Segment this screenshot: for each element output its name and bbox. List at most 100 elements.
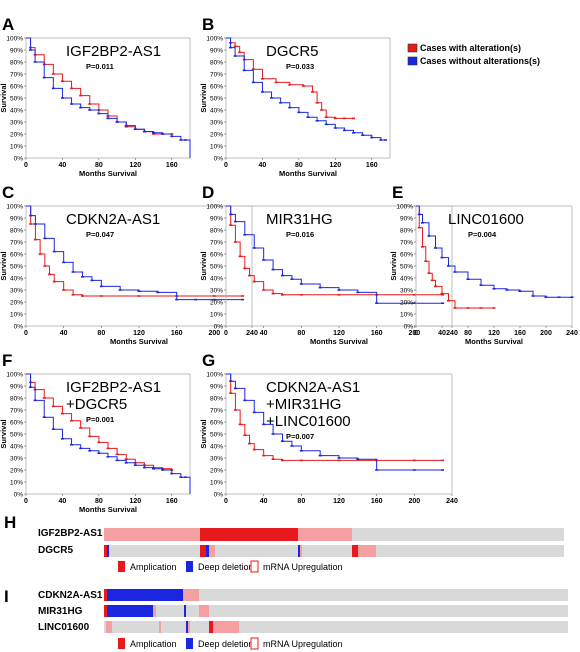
legend-amp-label: Amplication bbox=[130, 639, 177, 649]
x-tick-label: 160 bbox=[366, 162, 378, 169]
legend-label-with: Cases with alteration(s) bbox=[420, 43, 521, 53]
y-tick-label: 0% bbox=[214, 156, 224, 163]
x-tick-label: 120 bbox=[333, 330, 345, 337]
y-tick-label: 70% bbox=[10, 408, 23, 415]
y-tick-label: 100% bbox=[206, 372, 223, 379]
track-mark bbox=[159, 621, 161, 633]
track-mark bbox=[104, 545, 107, 557]
y-axis-label: Survival bbox=[389, 251, 398, 280]
y-tick-label: 90% bbox=[10, 384, 23, 391]
track-mark bbox=[184, 605, 186, 617]
gene-title: +MIR31HG bbox=[266, 396, 341, 413]
x-tick-label: 160 bbox=[171, 330, 183, 337]
series-line-without bbox=[26, 37, 191, 158]
x-axis-label: Months Survival bbox=[79, 505, 137, 514]
y-tick-label: 50% bbox=[210, 96, 223, 103]
track-mark bbox=[153, 605, 156, 617]
y-tick-label: 90% bbox=[10, 216, 23, 223]
y-axis-label: Survival bbox=[199, 419, 208, 448]
survival-legend: Cases with alteration(s) Cases without a… bbox=[407, 43, 540, 66]
y-axis-label: Survival bbox=[0, 251, 8, 280]
y-tick-label: 100% bbox=[6, 36, 23, 43]
y-tick-label: 90% bbox=[210, 384, 223, 391]
plot-frame bbox=[225, 205, 453, 327]
km-panel-e: E 0% 10% 20% 30% 40% 50% 60% 70% 80% 90% 100% 0 40 80 1… bbox=[389, 183, 578, 346]
legend-deep-swatch bbox=[186, 638, 193, 649]
panel-letter: E bbox=[392, 183, 403, 202]
x-tick-label: 0 bbox=[24, 498, 28, 505]
y-tick-label: 100% bbox=[206, 36, 223, 43]
x-tick-label: 80 bbox=[97, 330, 105, 337]
y-tick-label: 20% bbox=[210, 468, 223, 475]
legend-deep-label: Deep deletion bbox=[198, 562, 254, 572]
y-tick-label: 0% bbox=[214, 324, 224, 331]
y-tick-label: 70% bbox=[400, 240, 413, 247]
y-tick-label: 60% bbox=[210, 420, 223, 427]
x-tick-label: 160 bbox=[166, 498, 178, 505]
track-mark bbox=[209, 621, 213, 633]
y-tick-label: 0% bbox=[14, 156, 24, 163]
track-mark bbox=[107, 545, 109, 557]
x-tick-label: 40 bbox=[259, 162, 267, 169]
y-tick-label: 70% bbox=[210, 408, 223, 415]
series-line-with bbox=[226, 205, 443, 296]
y-tick-label: 20% bbox=[210, 300, 223, 307]
y-tick-label: 100% bbox=[206, 204, 223, 211]
y-tick-label: 70% bbox=[10, 72, 23, 79]
gene-title: +LINC01600 bbox=[266, 413, 351, 430]
gene-title: CDKN2A-AS1 bbox=[266, 379, 360, 396]
y-tick-label: 50% bbox=[210, 432, 223, 439]
km-panel-a: A 0% 10% 20% 30% 40% 50% 60% 70% 80% 90% 100% 0 40 80 1… bbox=[0, 15, 191, 178]
track-mark bbox=[213, 621, 239, 633]
x-tick-label: 160 bbox=[166, 162, 178, 169]
x-tick-label: 40 bbox=[59, 162, 67, 169]
x-tick-label: 40 bbox=[59, 498, 67, 505]
x-tick-label: 200 bbox=[208, 330, 220, 337]
x-axis-label: Months Survival bbox=[310, 337, 368, 346]
x-tick-label: 120 bbox=[488, 330, 500, 337]
y-tick-label: 0% bbox=[404, 324, 414, 331]
series-line-with bbox=[26, 373, 173, 470]
y-tick-label: 30% bbox=[400, 288, 413, 295]
legend-deep-label: Deep deletion bbox=[198, 639, 254, 649]
x-tick-label: 160 bbox=[371, 330, 383, 337]
track-mark bbox=[199, 605, 209, 617]
y-axis-label: Survival bbox=[0, 83, 8, 112]
y-tick-label: 40% bbox=[210, 276, 223, 283]
track-mark bbox=[186, 621, 188, 633]
track-mark bbox=[200, 545, 206, 557]
x-tick-label: 40 bbox=[438, 330, 446, 337]
y-tick-label: 20% bbox=[10, 300, 23, 307]
y-tick-label: 40% bbox=[10, 444, 23, 451]
legend-label-without: Cases without alterations(s) bbox=[420, 56, 540, 66]
y-tick-label: 10% bbox=[10, 144, 23, 151]
track-mark bbox=[209, 545, 215, 557]
track-mark bbox=[298, 545, 300, 557]
y-tick-label: 80% bbox=[10, 396, 23, 403]
track-bg-mir31hg bbox=[104, 605, 568, 617]
p-value: P=0.007 bbox=[286, 432, 314, 441]
km-panel-f: F 0% 10% 20% 30% 40% 50% 60% 70% 80% 90% 100% 0 40 80 1… bbox=[0, 351, 191, 514]
gene-title: +DGCR5 bbox=[66, 396, 127, 413]
track-label-dgcr5: DGCR5 bbox=[38, 545, 73, 556]
y-tick-label: 20% bbox=[400, 300, 413, 307]
x-tick-label: 120 bbox=[329, 162, 341, 169]
p-value: P=0.016 bbox=[286, 230, 314, 239]
series-line-with bbox=[26, 205, 243, 297]
gene-title: MIR31HG bbox=[266, 211, 333, 228]
x-tick-label: 40 bbox=[260, 330, 268, 337]
legend-mrna-label: mRNA Upregulation bbox=[263, 639, 343, 649]
y-tick-label: 60% bbox=[210, 84, 223, 91]
series-line-without bbox=[26, 373, 191, 494]
y-tick-label: 50% bbox=[400, 264, 413, 271]
y-tick-label: 100% bbox=[6, 204, 23, 211]
track-mrna-up-1 bbox=[104, 528, 200, 541]
y-tick-label: 90% bbox=[400, 216, 413, 223]
panel-letter: F bbox=[2, 351, 12, 370]
y-tick-label: 80% bbox=[10, 228, 23, 235]
y-tick-label: 20% bbox=[210, 132, 223, 139]
track-amp-1 bbox=[200, 528, 298, 541]
series-line-without bbox=[416, 205, 572, 298]
x-tick-label: 80 bbox=[464, 330, 472, 337]
x-tick-label: 240 bbox=[566, 330, 578, 337]
